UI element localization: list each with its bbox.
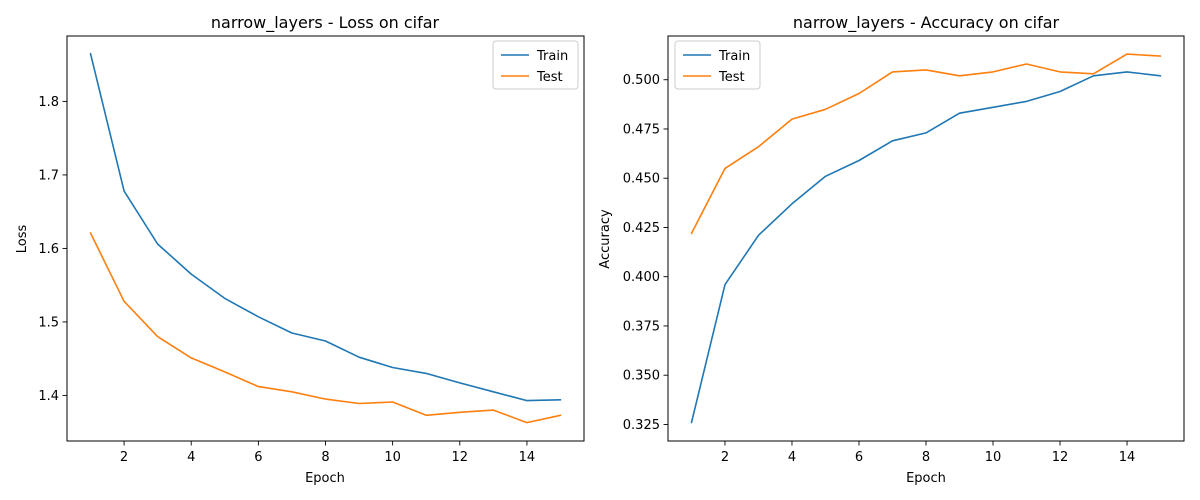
loss-y-tick-label-1.4: 1.4 xyxy=(38,389,59,404)
loss-y-tick-label-1.5: 1.5 xyxy=(38,315,59,330)
accuracy-y-tick-label-0.4: 0.400 xyxy=(623,270,660,285)
accuracy-chart-title: narrow_layers - Accuracy on cifar xyxy=(793,13,1060,33)
loss-chart: narrow_layers - Loss on cifar 2 4 6 8 10 12 14… xyxy=(15,13,585,486)
loss-series-layer xyxy=(89,52,562,424)
loss-x-tick-label-8: 8 xyxy=(321,450,329,465)
loss-x-ticks: 2 4 6 8 10 12 14 xyxy=(120,441,535,465)
loss-y-axis-label: Loss xyxy=(15,225,30,254)
accuracy-y-tick-label-0.425: 0.425 xyxy=(623,221,660,236)
accuracy-chart: narrow_layers - Accuracy on cifar 2 4 6 8 10… xyxy=(598,13,1185,486)
accuracy-y-tick-label-0.35: 0.350 xyxy=(623,369,660,384)
loss-legend-train-label: Train xyxy=(536,49,568,64)
accuracy-x-tick-label-6: 6 xyxy=(855,450,863,465)
loss-x-tick-label-14: 14 xyxy=(519,450,536,465)
loss-series-test-line xyxy=(89,232,562,424)
accuracy-series-train-line xyxy=(690,71,1162,424)
accuracy-x-tick-label-12: 12 xyxy=(1052,450,1069,465)
loss-x-tick-label-4: 4 xyxy=(187,450,195,465)
loss-series-train-line xyxy=(89,52,562,402)
accuracy-x-tick-label-8: 8 xyxy=(922,450,930,465)
loss-x-tick-label-12: 12 xyxy=(452,450,469,465)
loss-plot-frame xyxy=(66,35,585,442)
loss-y-tick-label-1.7: 1.7 xyxy=(38,168,59,183)
accuracy-legend-box xyxy=(674,40,761,90)
loss-y-ticks: 1.4 1.5 1.6 1.7 1.8 xyxy=(38,95,67,404)
loss-y-tick-label-1.6: 1.6 xyxy=(38,242,59,257)
accuracy-y-tick-label-0.375: 0.375 xyxy=(623,319,660,334)
loss-y-tick-label-1.8: 1.8 xyxy=(38,95,59,110)
accuracy-legend-train-label: Train xyxy=(718,49,750,64)
loss-x-tick-label-10: 10 xyxy=(384,450,401,465)
accuracy-y-tick-label-0.475: 0.475 xyxy=(623,122,660,137)
loss-x-tick-label-6: 6 xyxy=(254,450,262,465)
loss-x-tick-label-2: 2 xyxy=(120,450,128,465)
accuracy-x-tick-label-4: 4 xyxy=(788,450,796,465)
accuracy-y-tick-label-0.5: 0.500 xyxy=(623,73,660,88)
accuracy-plot-frame xyxy=(667,35,1185,442)
accuracy-x-axis-label: Epoch xyxy=(906,471,946,486)
accuracy-y-ticks: 0.325 0.350 0.375 0.400 0.425 0.450 0.475 0.500 xyxy=(623,73,668,433)
accuracy-series-test-line xyxy=(690,53,1162,235)
accuracy-x-ticks: 2 4 6 8 10 12 14 xyxy=(721,441,1135,465)
accuracy-x-tick-label-10: 10 xyxy=(985,450,1002,465)
loss-x-axis-label: Epoch xyxy=(305,471,345,486)
loss-legend-box xyxy=(492,40,579,90)
accuracy-y-tick-label-0.325: 0.325 xyxy=(623,418,660,433)
loss-chart-title: narrow_layers - Loss on cifar xyxy=(211,13,440,33)
accuracy-legend: Train Test xyxy=(674,40,761,90)
accuracy-y-axis-label: Accuracy xyxy=(598,209,613,269)
accuracy-series-layer xyxy=(690,53,1162,424)
accuracy-y-tick-label-0.45: 0.450 xyxy=(623,172,660,187)
accuracy-x-tick-label-14: 14 xyxy=(1119,450,1136,465)
accuracy-legend-test-label: Test xyxy=(718,70,745,85)
accuracy-x-tick-label-2: 2 xyxy=(721,450,729,465)
loss-legend: Train Test xyxy=(492,40,579,90)
loss-legend-test-label: Test xyxy=(536,70,563,85)
